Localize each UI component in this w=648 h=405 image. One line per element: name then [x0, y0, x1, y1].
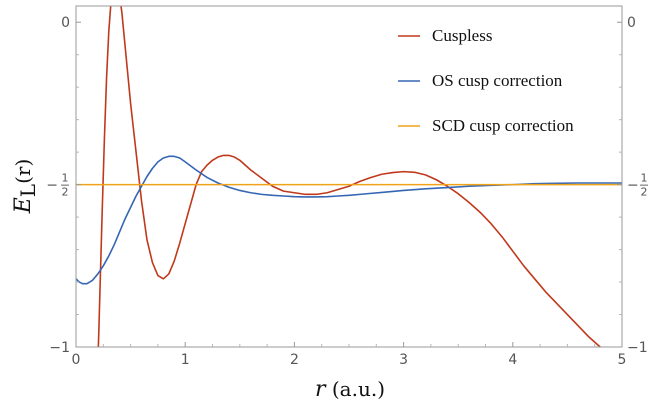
- legend-label: OS cusp correction: [432, 71, 563, 90]
- x-tick-label: 5: [618, 352, 627, 368]
- x-axis-unit: (a.u.): [326, 377, 385, 401]
- y-tick-label-left: 0: [61, 15, 70, 31]
- y-tick-numerator-left: 1: [62, 172, 69, 185]
- legend-item: OS cusp correction: [398, 71, 563, 90]
- series-line-2: [76, 155, 622, 285]
- series-layer: [76, 6, 622, 347]
- y-tick-label-left: −1: [49, 340, 70, 356]
- y-axis-subscript: L: [16, 184, 40, 197]
- x-tick-label: 2: [290, 352, 299, 368]
- y-axis-title: EL(r): [11, 159, 40, 215]
- svg-text:EL(r): EL(r): [11, 159, 40, 215]
- x-tick-label: 3: [399, 352, 408, 368]
- y-tick-label-right: 0: [627, 15, 636, 31]
- legend-item: Cuspless: [398, 26, 492, 45]
- legend-label: SCD cusp correction: [432, 116, 574, 135]
- plot-area-border: [75, 5, 623, 348]
- x-axis-variable: r: [315, 377, 327, 402]
- legend-label: Cuspless: [432, 26, 492, 45]
- y-tick-label-right: −1: [627, 340, 648, 356]
- y-tick-denominator-left: 2: [62, 186, 69, 199]
- series-line-1: [97, 6, 602, 347]
- legend-item: SCD cusp correction: [398, 116, 574, 135]
- y-tick-denominator-right: 2: [641, 186, 648, 199]
- x-tick-label: 1: [181, 352, 190, 368]
- x-tick-label: 0: [72, 352, 81, 368]
- legend: Cuspless OS cusp correction SCD cusp corre…: [398, 26, 574, 135]
- y-axis-symbol: E: [11, 197, 36, 214]
- tick-layer: 0 1 2 3 4 50 0− 12−12−1 −1: [46, 15, 648, 368]
- y-axis-argument: (r): [11, 159, 35, 184]
- x-tick-label: 4: [508, 352, 517, 368]
- plot-frame: [75, 5, 623, 348]
- x-axis-title: r (a.u.): [315, 377, 385, 402]
- y-tick-label-left: −: [46, 178, 58, 194]
- y-tick-numerator-right: 1: [641, 172, 648, 185]
- y-tick-label-right: −: [627, 178, 639, 194]
